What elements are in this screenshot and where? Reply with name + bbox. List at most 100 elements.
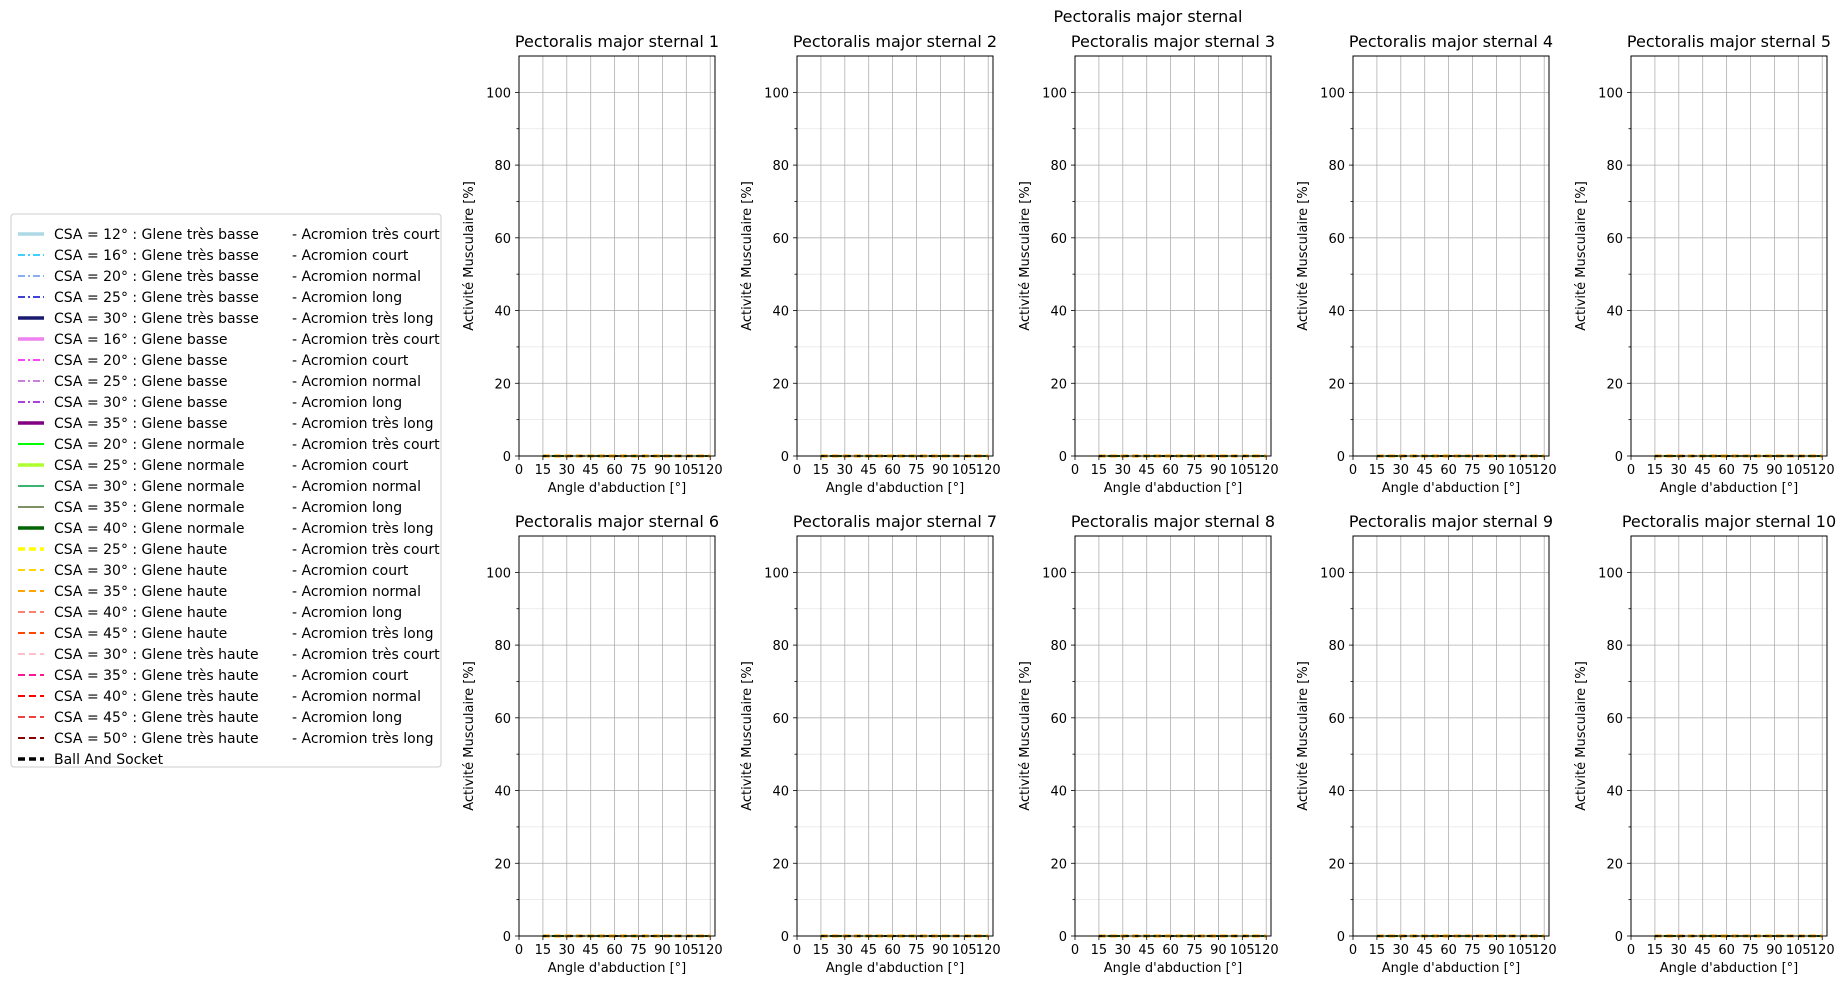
legend-label-suffix: - Acromion long bbox=[292, 605, 402, 621]
x-tick-label: 75 bbox=[908, 463, 925, 478]
x-tick-label: 30 bbox=[837, 943, 854, 958]
x-tick-label: 75 bbox=[1464, 943, 1481, 958]
legend-label-suffix: - Acromion très long bbox=[292, 731, 433, 747]
legend-item: CSA = 35° : Glene haute - Acromion normal bbox=[18, 584, 421, 600]
y-tick-label: 20 bbox=[772, 857, 789, 872]
y-axis-label: Activité Musculaire [%] bbox=[462, 661, 477, 811]
x-tick-label: 15 bbox=[1091, 943, 1108, 958]
y-tick-label: 40 bbox=[1328, 785, 1345, 800]
y-tick-label: 100 bbox=[1598, 566, 1623, 581]
y-axis-label: Activité Musculaire [%] bbox=[1574, 661, 1589, 811]
legend-label-suffix: - Acromion court bbox=[292, 248, 409, 264]
y-tick-label: 60 bbox=[1328, 232, 1345, 247]
y-tick-label: 100 bbox=[1320, 86, 1345, 101]
x-tick-label: 15 bbox=[1647, 943, 1664, 958]
x-axis-label: Angle d'abduction [°] bbox=[548, 961, 687, 976]
legend-label: CSA = 40° : Glene très haute bbox=[54, 689, 259, 705]
x-tick-label: 120 bbox=[1532, 943, 1557, 958]
legend-item: CSA = 25° : Glene haute - Acromion très c… bbox=[18, 542, 440, 558]
y-tick-label: 80 bbox=[1606, 639, 1623, 654]
x-tick-label: 90 bbox=[1488, 943, 1505, 958]
x-tick-label: 15 bbox=[813, 463, 830, 478]
legend-item: CSA = 35° : Glene très haute - Acromion c… bbox=[18, 668, 409, 684]
y-tick-label: 40 bbox=[772, 305, 789, 320]
x-tick-label: 60 bbox=[1440, 463, 1457, 478]
y-tick-label: 100 bbox=[764, 566, 789, 581]
x-tick-label: 90 bbox=[932, 463, 949, 478]
x-tick-label: 105 bbox=[1230, 463, 1255, 478]
legend-label: CSA = 12° : Glene très basse bbox=[54, 227, 259, 243]
legend-item: CSA = 25° : Glene normale - Acromion cour… bbox=[18, 458, 409, 474]
legend-label: Ball And Socket bbox=[54, 752, 164, 768]
legend-item: CSA = 20° : Glene normale - Acromion très… bbox=[18, 437, 440, 453]
subplot-title: Pectoralis major sternal 5 bbox=[1627, 32, 1831, 51]
x-tick-label: 45 bbox=[1138, 943, 1155, 958]
x-tick-label: 90 bbox=[1488, 463, 1505, 478]
subplot-title: Pectoralis major sternal 2 bbox=[793, 32, 997, 51]
legend-label: CSA = 16° : Glene très basse bbox=[54, 248, 259, 264]
axes-frame bbox=[1074, 55, 1272, 457]
y-tick-label: 0 bbox=[781, 930, 789, 945]
y-tick-label: 0 bbox=[1615, 450, 1623, 465]
x-tick-label: 105 bbox=[1230, 943, 1255, 958]
legend-item: CSA = 35° : Glene normale - Acromion long bbox=[18, 500, 402, 516]
x-tick-label: 120 bbox=[976, 463, 1001, 478]
subplot-10: 0 20 40 60 80 100 0 15 30 45 60 75 90 105 120 Pectorali… bbox=[1574, 512, 1836, 976]
x-tick-label: 15 bbox=[1647, 463, 1664, 478]
x-tick-label: 30 bbox=[559, 943, 576, 958]
legend-item: CSA = 16° : Glene basse - Acromion très c… bbox=[18, 332, 440, 348]
subplot-1: 0 20 40 60 80 100 0 15 30 45 60 75 90 105 120 Pectorali… bbox=[462, 32, 723, 496]
legend-label-suffix: - Acromion court bbox=[292, 563, 409, 579]
legend-label-suffix: - Acromion normal bbox=[292, 479, 421, 495]
y-tick-label: 20 bbox=[1328, 377, 1345, 392]
x-tick-label: 0 bbox=[1349, 943, 1357, 958]
legend-label-suffix: - Acromion très court bbox=[292, 332, 440, 348]
axes-frame bbox=[1630, 535, 1828, 937]
y-tick-label: 60 bbox=[1328, 712, 1345, 727]
subplot-title: Pectoralis major sternal 9 bbox=[1349, 512, 1553, 531]
legend-item: CSA = 30° : Glene haute - Acromion court bbox=[18, 563, 409, 579]
legend-label-suffix: - Acromion très long bbox=[292, 311, 433, 327]
x-tick-label: 90 bbox=[932, 943, 949, 958]
axes-frame bbox=[1630, 55, 1828, 457]
x-tick-label: 75 bbox=[1186, 943, 1203, 958]
x-tick-label: 0 bbox=[515, 463, 523, 478]
x-tick-label: 60 bbox=[884, 463, 901, 478]
y-tick-label: 100 bbox=[1598, 86, 1623, 101]
x-tick-label: 120 bbox=[976, 943, 1001, 958]
legend-item: CSA = 40° : Glene haute - Acromion long bbox=[18, 605, 402, 621]
legend-label-suffix: - Acromion très long bbox=[292, 521, 433, 537]
x-tick-label: 90 bbox=[1766, 463, 1783, 478]
x-tick-label: 45 bbox=[860, 463, 877, 478]
legend: CSA = 12° : Glene très basse - Acromion t… bbox=[10, 213, 442, 768]
x-tick-label: 60 bbox=[606, 463, 623, 478]
x-tick-label: 105 bbox=[952, 943, 977, 958]
x-tick-label: 45 bbox=[1138, 463, 1155, 478]
x-tick-label: 0 bbox=[1627, 943, 1635, 958]
subplot-title: Pectoralis major sternal 3 bbox=[1071, 32, 1275, 51]
y-axis-label: Activité Musculaire [%] bbox=[740, 181, 755, 331]
legend-label: CSA = 25° : Glene normale bbox=[54, 458, 245, 474]
legend-label: CSA = 16° : Glene basse bbox=[54, 332, 228, 348]
legend-label-suffix: - Acromion normal bbox=[292, 689, 421, 705]
y-axis-label: Activité Musculaire [%] bbox=[462, 181, 477, 331]
x-tick-label: 75 bbox=[630, 463, 647, 478]
legend-label: CSA = 20° : Glene très basse bbox=[54, 269, 259, 285]
y-tick-label: 100 bbox=[764, 86, 789, 101]
y-tick-label: 80 bbox=[1328, 159, 1345, 174]
legend-label-suffix: - Acromion long bbox=[292, 395, 402, 411]
legend-label-suffix: - Acromion normal bbox=[292, 584, 421, 600]
y-tick-label: 0 bbox=[1615, 930, 1623, 945]
y-tick-label: 100 bbox=[1320, 566, 1345, 581]
legend-label: CSA = 30° : Glene très basse bbox=[54, 311, 259, 327]
y-tick-label: 100 bbox=[1042, 86, 1067, 101]
axes-frame bbox=[1352, 535, 1550, 937]
x-axis-label: Angle d'abduction [°] bbox=[1660, 961, 1799, 976]
legend-label-suffix: - Acromion très long bbox=[292, 416, 433, 432]
y-tick-label: 40 bbox=[1328, 305, 1345, 320]
legend-label-suffix: - Acromion très court bbox=[292, 647, 440, 663]
y-tick-label: 0 bbox=[1337, 930, 1345, 945]
x-axis-label: Angle d'abduction [°] bbox=[1104, 961, 1243, 976]
x-tick-label: 120 bbox=[1810, 463, 1835, 478]
axes-frame bbox=[796, 55, 994, 457]
